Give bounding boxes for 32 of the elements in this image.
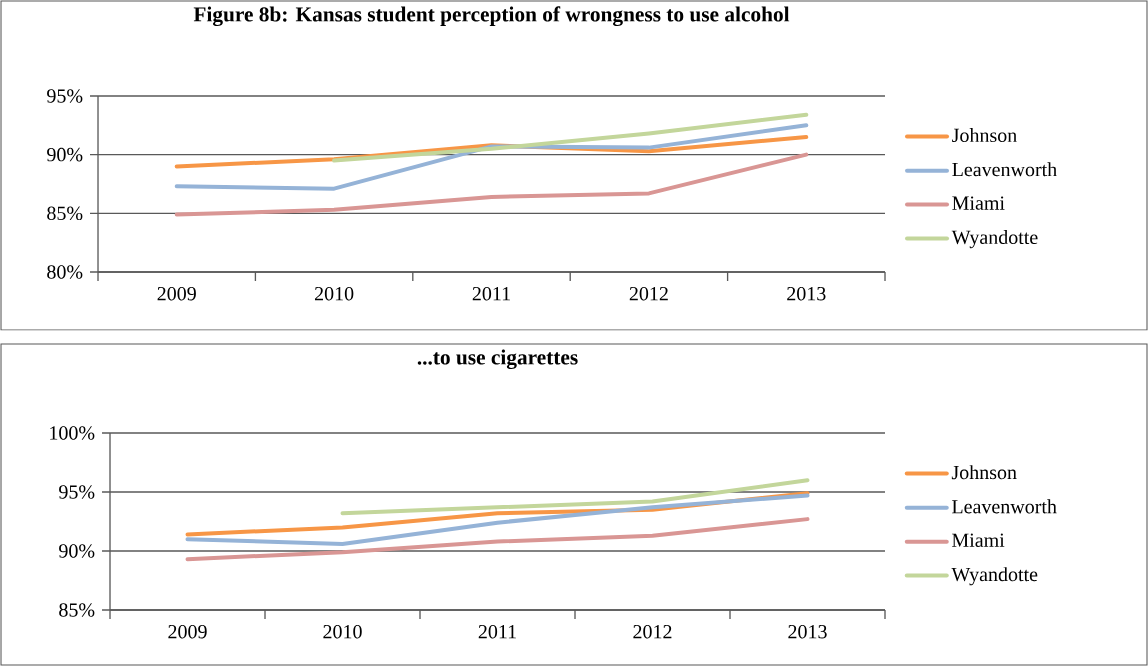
legend-label: Johnson <box>951 465 1017 480</box>
x-tick-label: 2009 <box>157 286 196 301</box>
y-tick-label: 85% <box>59 603 95 617</box>
y-tick-label: 80% <box>47 265 83 279</box>
x-tick-label: 2011 <box>472 286 510 301</box>
x-tick-label: 2013 <box>788 624 827 639</box>
line-series <box>174 152 809 217</box>
x-tick-label: 2012 <box>633 624 672 639</box>
legend-label: Wyandotte <box>951 567 1038 586</box>
x-tick-label: 2010 <box>323 624 362 639</box>
x-tick-label: 2010 <box>314 286 354 301</box>
legend-label: Leavenworth <box>952 162 1057 177</box>
line-series <box>185 517 810 562</box>
line-series <box>185 493 810 546</box>
legend-label: Johnson <box>952 128 1017 143</box>
x-tick-label: 2013 <box>787 286 826 301</box>
y-tick-label: 100% <box>50 426 95 440</box>
x-tick-label: 2012 <box>629 286 668 301</box>
legend-label: Leavenworth <box>952 499 1057 514</box>
chart-title: ...to use cigarettes <box>417 349 578 370</box>
x-tick-label: 2009 <box>168 624 207 639</box>
legend-label: Wyandotte <box>951 230 1038 249</box>
y-tick-label: 90% <box>59 544 95 558</box>
x-tick-label: 2011 <box>478 624 516 639</box>
y-tick-label: 90% <box>47 147 83 162</box>
chart-title: Figure 8b: Kansas student perception of wrongness to use alcohol <box>193 6 790 27</box>
legend-label: Miami <box>952 533 1005 547</box>
y-tick-label: 95% <box>59 485 95 499</box>
line-series <box>332 112 809 163</box>
legend-label: Miami <box>952 196 1005 210</box>
y-tick-label: 95% <box>47 89 83 103</box>
y-tick-label: 85% <box>47 206 83 221</box>
